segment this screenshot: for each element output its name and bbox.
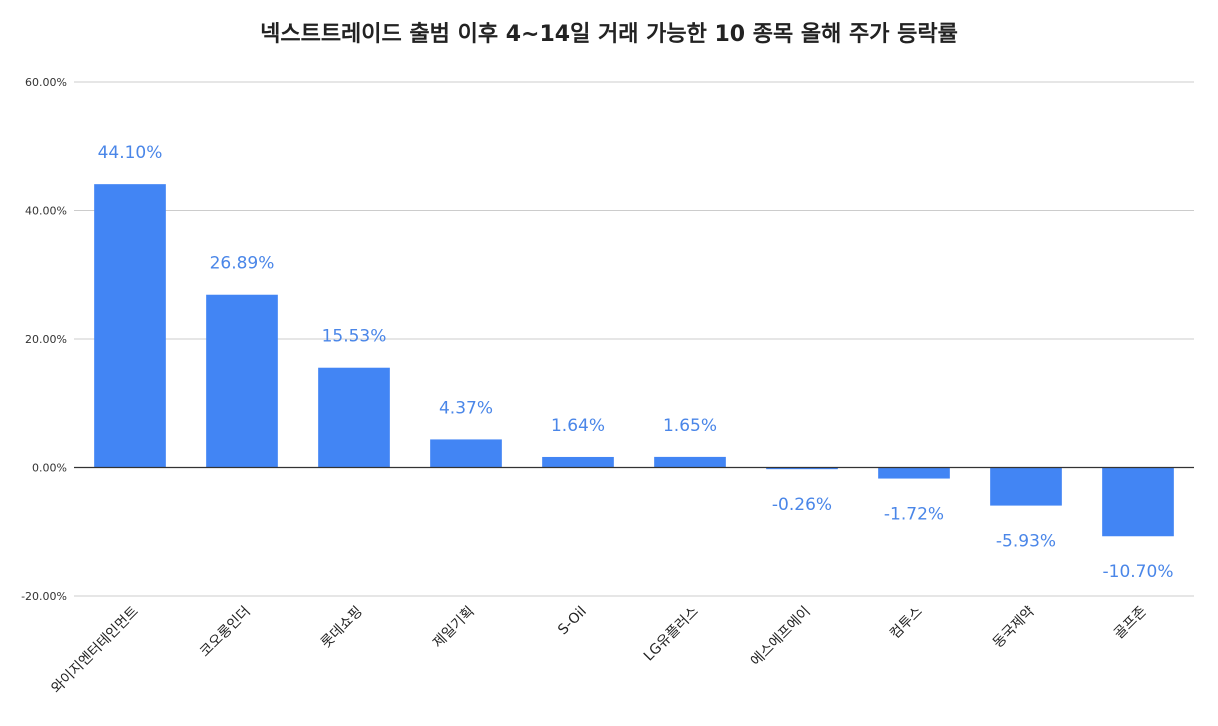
y-tick-label: -20.00% xyxy=(21,590,67,603)
data-labels: 44.10% 26.89% 15.53% 4.37% 1.64% 1.65% -0.26% -… xyxy=(98,143,1174,582)
y-tick-label: 40.00% xyxy=(25,205,67,218)
chart-title: 넥스트트레이드 출범 이후 4~14일 거래 가능한 10 종목 올해 주가 등… xyxy=(260,22,958,47)
x-tick-label: 컴투스 xyxy=(887,603,926,642)
data-label: -10.70% xyxy=(1103,562,1174,582)
x-tick-label: 골프존 xyxy=(1111,603,1150,642)
data-label: -1.72% xyxy=(884,505,944,525)
y-axis-ticks: 60.00% 40.00% 20.00% 0.00% -20.00% xyxy=(21,76,67,603)
data-label: 1.65% xyxy=(663,416,717,436)
x-tick-label: 코오롱인더 xyxy=(197,604,254,661)
bar xyxy=(94,184,166,468)
data-label: -0.26% xyxy=(772,495,832,515)
bar xyxy=(206,294,278,468)
bar xyxy=(990,467,1062,506)
x-tick-label: S-Oil xyxy=(555,604,590,639)
bars xyxy=(94,184,1174,537)
data-label: 1.64% xyxy=(551,416,605,436)
data-label: 26.89% xyxy=(210,254,275,274)
bar xyxy=(430,439,502,468)
y-tick-label: 60.00% xyxy=(25,76,67,89)
bar xyxy=(654,456,726,468)
x-tick-label: 롯데쇼핑 xyxy=(318,604,366,652)
bar xyxy=(878,467,950,479)
bar xyxy=(542,456,614,468)
x-tick-label: 에스에프에이 xyxy=(748,604,814,670)
data-label: 44.10% xyxy=(98,143,163,163)
bar xyxy=(1102,467,1174,537)
x-axis-ticks: 와이지엔터테인먼트 코오롱인더 롯데쇼핑 제일기획 S-Oil LG유플러스 에스에프에이 컴… xyxy=(49,603,1150,696)
x-tick-label: 동국제약 xyxy=(990,603,1038,651)
data-label: 15.53% xyxy=(322,327,387,347)
bar xyxy=(318,367,390,468)
data-label: 4.37% xyxy=(439,398,493,418)
x-tick-label: LG유플러스 xyxy=(641,603,702,664)
x-tick-label: 와이지엔터테인먼트 xyxy=(49,603,142,696)
y-tick-label: 0.00% xyxy=(32,462,67,475)
bar xyxy=(766,467,838,470)
y-tick-label: 20.00% xyxy=(25,333,67,346)
x-tick-label: 제일기획 xyxy=(430,604,478,652)
data-label: -5.93% xyxy=(996,532,1056,552)
